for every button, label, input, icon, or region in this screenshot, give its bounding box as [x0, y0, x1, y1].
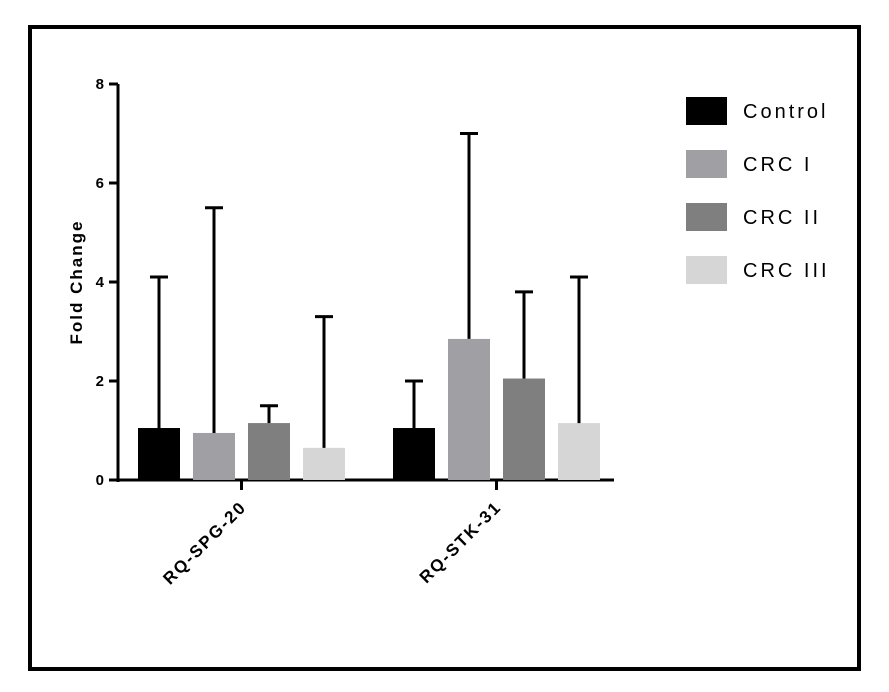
legend: Control CRC I CRC II CRC III	[686, 97, 830, 284]
x-tick-label: RQ-STK-31	[416, 497, 506, 587]
legend-swatch	[686, 97, 727, 125]
axes: 0 2 4 6 8 RQ-SPG-20 RQ-STK-31	[96, 76, 614, 588]
y-axis-title: Fold Change	[67, 220, 86, 345]
legend-swatch	[686, 256, 727, 284]
y-tick-label: 6	[96, 175, 104, 192]
y-tick-label: 0	[96, 472, 104, 489]
bar	[138, 428, 180, 480]
y-tick-label: 2	[96, 373, 104, 390]
legend-swatch	[686, 150, 727, 178]
y-tick-label: 8	[96, 76, 104, 93]
bar	[193, 432, 235, 480]
legend-label: Control	[743, 101, 828, 123]
legend-label: CRC III	[743, 260, 830, 282]
bar	[303, 447, 345, 480]
chart-frame	[28, 25, 861, 671]
bar	[248, 423, 290, 480]
y-tick-label: 4	[96, 274, 105, 291]
bar	[558, 423, 600, 480]
legend-label: CRC II	[743, 207, 821, 229]
bar	[448, 338, 490, 480]
bar	[393, 428, 435, 480]
legend-label: CRC I	[743, 154, 812, 176]
bars	[138, 338, 600, 480]
bar	[503, 378, 545, 480]
legend-swatch	[686, 203, 727, 231]
error-bars	[150, 132, 588, 448]
x-tick-label: RQ-SPG-20	[159, 497, 250, 588]
